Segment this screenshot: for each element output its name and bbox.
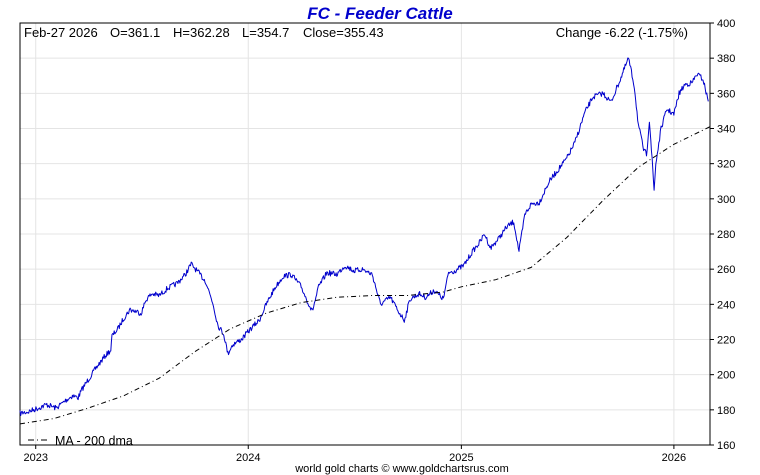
y-tick-label: 320 bbox=[717, 159, 735, 171]
y-tick-label: 160 bbox=[717, 440, 735, 452]
legend-ma: MA - 200 dma bbox=[55, 434, 133, 448]
y-tick-label: 340 bbox=[717, 124, 735, 136]
y-axis: 160 180 200 220 240 260 280 300 320 340 360 380 400 bbox=[710, 18, 735, 452]
series-price-line bbox=[19, 57, 709, 416]
grid bbox=[20, 23, 710, 445]
y-tick-label: 240 bbox=[717, 299, 735, 311]
x-tick-label: 2023 bbox=[23, 452, 47, 464]
y-tick-label: 300 bbox=[717, 194, 735, 206]
y-tick-label: 220 bbox=[717, 335, 735, 347]
y-tick-label: 400 bbox=[717, 18, 735, 30]
header-high: H=362.28 bbox=[173, 25, 230, 40]
chart-title: FC - Feeder Cattle bbox=[307, 4, 452, 23]
header-date: Feb-27 2026 bbox=[24, 25, 98, 40]
x-axis: 2023 2024 2025 2026 bbox=[23, 445, 686, 464]
header-close: Close=355.43 bbox=[303, 25, 384, 40]
y-tick-label: 280 bbox=[717, 229, 735, 241]
footer-credit: world gold charts © www.goldchartsrus.co… bbox=[294, 463, 509, 475]
header-low: L=354.7 bbox=[242, 25, 289, 40]
y-tick-label: 180 bbox=[717, 405, 735, 417]
series-ma-line bbox=[19, 126, 711, 425]
series-layer bbox=[19, 57, 711, 425]
x-tick-label: 2026 bbox=[662, 452, 686, 464]
x-tick-label: 2025 bbox=[449, 452, 473, 464]
y-tick-label: 200 bbox=[717, 370, 735, 382]
header-open: O=361.1 bbox=[110, 25, 160, 40]
header-change: Change -6.22 (-1.75%) bbox=[556, 25, 688, 40]
y-tick-label: 380 bbox=[717, 53, 735, 65]
y-tick-label: 260 bbox=[717, 264, 735, 276]
y-tick-label: 360 bbox=[717, 88, 735, 100]
x-tick-label: 2024 bbox=[236, 452, 260, 464]
